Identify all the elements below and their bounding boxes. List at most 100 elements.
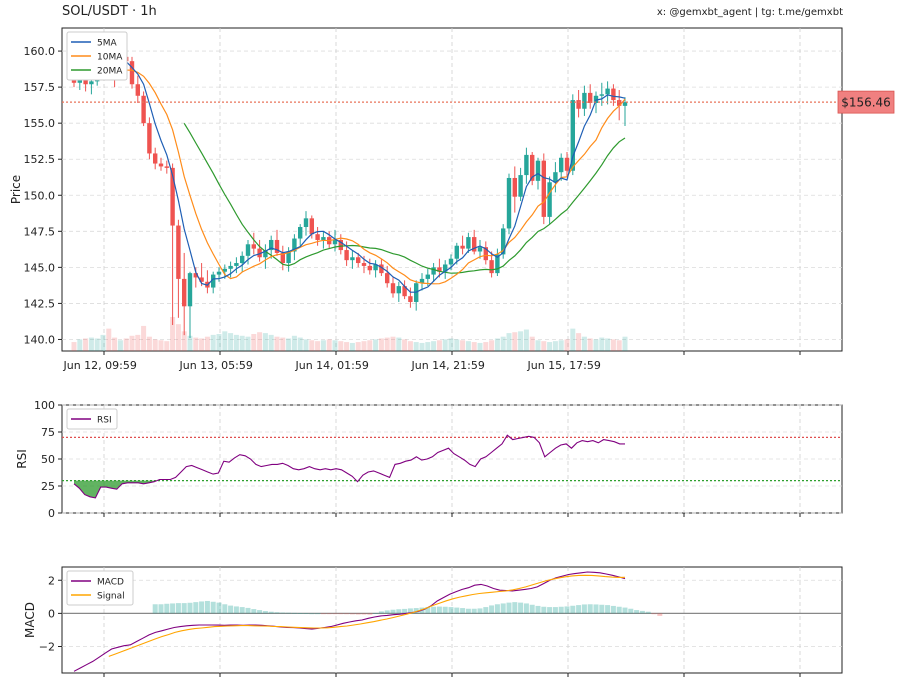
macd-histogram-bar xyxy=(390,609,396,614)
volume-bar xyxy=(523,329,529,351)
candle-body xyxy=(182,278,187,307)
macd-histogram-bar xyxy=(233,606,239,614)
macd-histogram-bar xyxy=(552,607,558,614)
macd-histogram-bar xyxy=(204,600,210,614)
macd-histogram-bar xyxy=(228,605,234,614)
volume-bar xyxy=(384,337,390,351)
macd-histogram-bar xyxy=(280,612,286,614)
candle-body xyxy=(338,239,343,251)
macd-histogram-bar xyxy=(175,603,181,614)
macd-histogram-bar xyxy=(344,613,350,615)
ma10-line xyxy=(126,69,626,285)
price-ytick-label: 157.5 xyxy=(24,81,56,94)
candle-body xyxy=(547,182,552,217)
price-ytick-label: 152.5 xyxy=(24,153,56,166)
macd-histogram-bar xyxy=(152,604,158,614)
candle-body xyxy=(373,264,378,271)
macd-histogram-bar xyxy=(373,613,379,614)
volume-bar xyxy=(146,336,152,351)
macd-histogram-bar xyxy=(402,608,408,614)
macd-histogram-bar xyxy=(529,604,535,614)
legend-label: 20MA xyxy=(97,67,123,77)
candle-body xyxy=(211,274,216,288)
candle-body xyxy=(582,92,587,109)
volume-bar xyxy=(100,334,106,351)
rsi-line xyxy=(73,434,625,499)
candle-body xyxy=(129,61,135,85)
candle-body xyxy=(147,123,152,154)
volume-bar xyxy=(500,336,506,351)
macd-histogram-bar xyxy=(558,606,564,614)
macd-histogram-bar xyxy=(251,609,257,614)
price-ytick-label: 160.0 xyxy=(24,45,56,58)
macd-histogram-bar xyxy=(407,608,413,614)
macd-histogram-bar xyxy=(378,611,384,614)
macd-histogram-bar xyxy=(315,613,321,615)
candle-body xyxy=(472,237,477,252)
volume-bar xyxy=(413,342,419,351)
volume-bar xyxy=(471,342,477,351)
volume-bar xyxy=(494,338,500,351)
volume-bar xyxy=(390,336,396,351)
macd-histogram-bar xyxy=(274,612,280,614)
candle-body xyxy=(593,95,599,103)
volume-bar xyxy=(512,332,518,351)
macd-histogram-bar xyxy=(367,613,373,615)
macd-histogram-bar xyxy=(465,608,471,614)
candle-body xyxy=(158,163,164,167)
candle-body xyxy=(466,237,471,249)
macd-histogram-bar xyxy=(564,606,570,614)
macd-histogram-bar xyxy=(349,613,355,615)
volume-bar xyxy=(448,338,454,351)
candle-body xyxy=(263,250,268,258)
candle-body xyxy=(170,167,175,226)
volume-bar xyxy=(303,339,309,351)
candle-body xyxy=(71,79,77,83)
volume-bar xyxy=(529,336,535,351)
candle-body xyxy=(216,271,222,275)
signal-line xyxy=(108,574,626,657)
volume-bar xyxy=(257,332,263,351)
macd-histogram-bar xyxy=(581,604,587,614)
volume-bar xyxy=(442,339,448,351)
volume-bar xyxy=(286,338,292,351)
macd-histogram-bar xyxy=(512,602,518,614)
candle-body xyxy=(495,254,500,274)
volume-bar xyxy=(129,335,135,351)
rsi-ytick-label: 25 xyxy=(41,480,55,493)
chart-title: SOL/USDT · 1h xyxy=(62,4,157,19)
volume-bar xyxy=(425,342,431,351)
volume-bar xyxy=(344,342,350,351)
candle-body xyxy=(176,225,181,279)
volume-bar xyxy=(419,342,425,351)
volume-bar xyxy=(309,340,315,351)
macd-histogram-bar xyxy=(326,613,332,615)
rsi-panel: 0 25 50 75 100 RSI RSI xyxy=(15,399,843,520)
volume-bar xyxy=(581,336,587,351)
legend-label: MACD xyxy=(97,578,124,588)
volume-bar xyxy=(506,333,512,351)
candle-body xyxy=(448,258,454,265)
volume-bar xyxy=(373,339,379,351)
volume-bar xyxy=(535,340,541,351)
price-ytick-label: 145.0 xyxy=(24,261,56,274)
legend-label: RSI xyxy=(97,416,112,426)
macd-histogram-bar xyxy=(413,608,419,614)
volume-bar xyxy=(88,337,94,351)
macd-histogram-bar xyxy=(645,611,651,614)
rsi-legend: RSI xyxy=(66,408,118,430)
ma20-line xyxy=(183,122,626,274)
candle-body xyxy=(530,154,535,181)
volume-bar xyxy=(599,337,605,351)
price-panel: 140.0 142.5 145.0 147.5 150.0 152.5 155.0 157.5… xyxy=(9,27,895,372)
candle-body xyxy=(332,239,338,245)
macd-histogram-bar xyxy=(268,611,274,614)
candle-body xyxy=(280,252,285,264)
candle-body xyxy=(431,267,436,275)
candle-body xyxy=(89,81,94,85)
macd-histogram-bar xyxy=(494,604,500,614)
price-legend-box xyxy=(66,31,128,81)
volume-bar xyxy=(187,335,193,351)
candle-body xyxy=(617,100,622,106)
candle-body xyxy=(477,247,483,252)
